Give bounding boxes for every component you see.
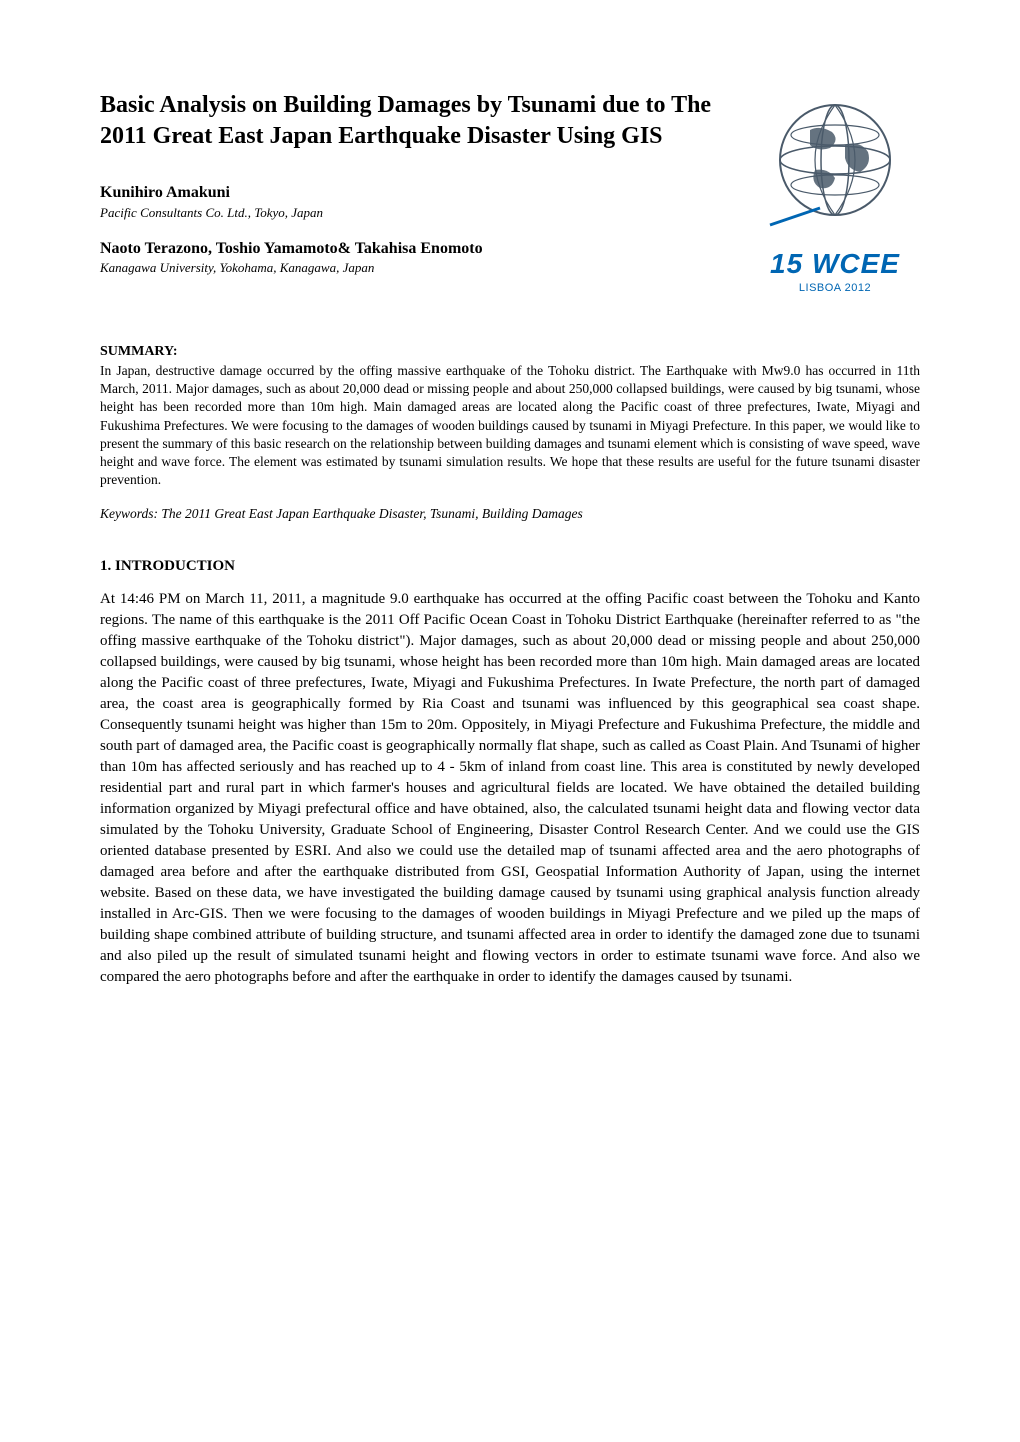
logo-main-text: 15 WCEE [750,248,920,280]
paper-title: Basic Analysis on Building Damages by Ts… [100,90,720,152]
keywords: Keywords: The 2011 Great East Japan Eart… [100,506,920,522]
author-block-1: Kunihiro Amakuni Pacific Consultants Co.… [100,182,720,221]
author-name-2: Naoto Terazono, Toshio Yamamoto& Takahis… [100,238,720,260]
author-name-1: Kunihiro Amakuni [100,182,720,204]
logo-sub-text: LISBOA 2012 [750,282,920,294]
conference-logo: 15 WCEE LISBOA 2012 [750,90,920,294]
author-block-2: Naoto Terazono, Toshio Yamamoto& Takahis… [100,238,720,277]
globe-icon [760,90,910,240]
section-1-heading: 1. INTRODUCTION [100,558,920,575]
affiliation-2: Kanagawa University, Yokohama, Kanagawa,… [100,260,720,277]
section-1-body: At 14:46 PM on March 11, 2011, a magnitu… [100,589,920,988]
header-row: Basic Analysis on Building Damages by Ts… [100,90,920,294]
section-1: 1. INTRODUCTION At 14:46 PM on March 11,… [100,558,920,988]
summary-section: SUMMARY: In Japan, destructive damage oc… [100,344,920,490]
summary-heading: SUMMARY: [100,344,920,360]
header-left: Basic Analysis on Building Damages by Ts… [100,90,750,293]
affiliation-1: Pacific Consultants Co. Ltd., Tokyo, Jap… [100,205,720,222]
summary-body: In Japan, destructive damage occurred by… [100,362,920,490]
